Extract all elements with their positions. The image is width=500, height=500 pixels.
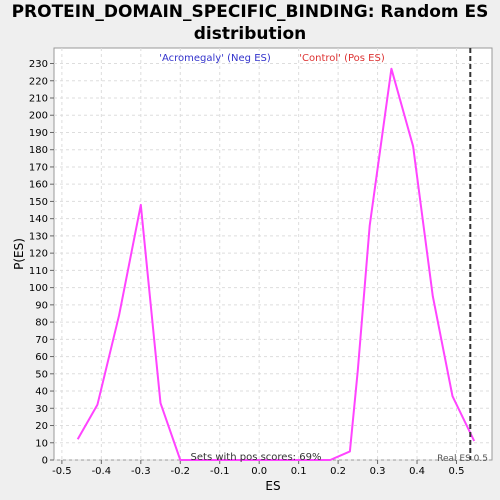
- x-tick-label: -0.1: [210, 466, 230, 477]
- y-tick-label: 220: [29, 76, 48, 87]
- y-tick-label: 170: [29, 162, 48, 173]
- y-tick-label: 70: [35, 335, 48, 346]
- y-tick-label: 20: [35, 421, 48, 432]
- y-tick-label: 210: [29, 93, 48, 104]
- y-tick-label: 0: [42, 456, 48, 467]
- y-tick-label: 140: [29, 214, 48, 225]
- x-axis: -0.5 -0.4 -0.3 -0.2 -0.1 0.0 0.1 0.2 0.3 0.4 0.5: [52, 460, 464, 477]
- y-tick-label: 60: [35, 352, 48, 363]
- real-es-label: Real ES 0.5: [437, 454, 488, 464]
- x-tick-label: 0.5: [449, 466, 465, 477]
- x-tick-label: 0.3: [370, 466, 386, 477]
- y-tick-label: 160: [29, 180, 48, 191]
- x-tick-label: -0.5: [52, 466, 72, 477]
- pos-scores-label: Sets with pos scores: 69%: [191, 452, 322, 463]
- chart-title: PROTEIN_DOMAIN_SPECIFIC_BINDING: Random …: [0, 1, 500, 45]
- y-tick-label: 120: [29, 249, 48, 260]
- y-tick-label: 200: [29, 111, 48, 122]
- pos-es-label: 'Control' (Pos ES): [299, 53, 385, 64]
- series-group: [76, 67, 476, 461]
- y-tick-label: 30: [35, 404, 48, 415]
- y-tick-label: 150: [29, 197, 48, 208]
- x-tick-label: 0.4: [409, 466, 425, 477]
- grid: [54, 48, 492, 461]
- x-tick-label: 0.2: [330, 466, 346, 477]
- y-axis: 0 10 20 30 40 50 60 70 80 90 100 110 120 130 140 150 160…: [29, 59, 54, 467]
- x-axis-label: ES: [265, 479, 280, 493]
- y-tick-label: 10: [35, 438, 48, 449]
- y-tick-label: 110: [29, 266, 48, 277]
- y-tick-label: 190: [29, 128, 48, 139]
- x-tick-label: -0.3: [131, 466, 151, 477]
- x-tick-label: -0.4: [92, 466, 112, 477]
- neg-es-label: 'Acromegaly' (Neg ES): [159, 53, 271, 64]
- es-distribution-line: [76, 67, 476, 461]
- chart-title-line-1: PROTEIN_DOMAIN_SPECIFIC_BINDING: Random …: [11, 2, 489, 22]
- y-tick-label: 130: [29, 231, 48, 242]
- y-tick-label: 80: [35, 318, 48, 329]
- chart-title-line-2: distribution: [193, 24, 307, 44]
- y-tick-label: 90: [35, 300, 48, 311]
- y-tick-label: 40: [35, 387, 48, 398]
- y-tick-label: 50: [35, 369, 48, 380]
- y-tick-label: 230: [29, 59, 48, 70]
- x-tick-label: 0.1: [291, 466, 307, 477]
- y-tick-label: 100: [29, 283, 48, 294]
- y-tick-label: 180: [29, 145, 48, 156]
- x-tick-label: 0.0: [251, 466, 267, 477]
- x-tick-label: -0.2: [171, 466, 191, 477]
- y-axis-label: P(ES): [12, 238, 26, 270]
